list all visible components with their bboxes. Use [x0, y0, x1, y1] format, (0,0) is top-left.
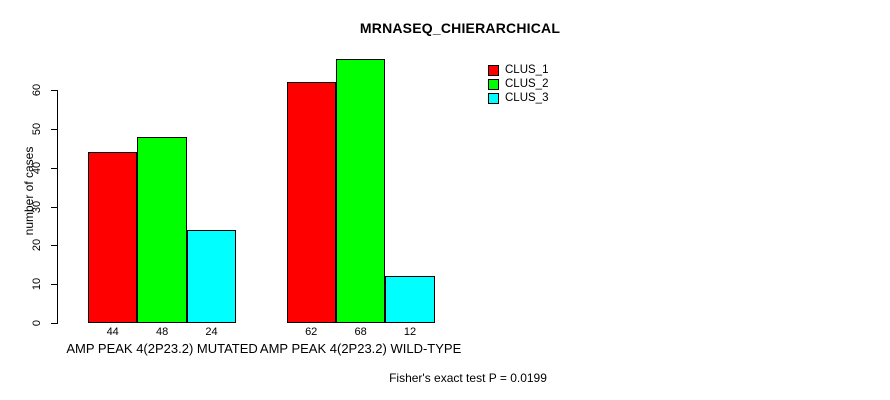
y-axis-tick-label: 0	[31, 319, 43, 327]
y-axis-tick	[51, 323, 57, 324]
y-axis-tick	[51, 245, 57, 247]
y-axis-tick-label: 20	[31, 239, 43, 252]
y-axis-line	[57, 90, 58, 324]
y-axis-tick	[51, 90, 57, 92]
legend-label: CLUS_3	[505, 92, 549, 104]
y-axis-tick-label: 30	[31, 200, 43, 213]
bar-value-label: 44	[106, 326, 119, 338]
y-axis-tick-label: 60	[31, 83, 43, 97]
bar-value-label: 12	[403, 326, 417, 338]
legend-item-clus_1: CLUS_1	[488, 63, 548, 77]
legend-swatch-clus_1	[488, 64, 499, 76]
group-label: AMP PEAK 4(2P23.2) WILD-TYPE	[259, 341, 462, 356]
footnote-fisher-test: Fisher's exact test P = 0.0199	[389, 371, 547, 385]
bar-clus_2-group1	[137, 136, 187, 323]
group-label: AMP PEAK 4(2P23.2) MUTATED	[66, 341, 258, 356]
bar-clus_2-group2	[335, 59, 386, 323]
bar-value-label: 62	[305, 326, 318, 338]
y-axis-tick	[51, 128, 57, 130]
y-axis-tick	[51, 206, 57, 208]
legend-item-clus_2: CLUS_2	[488, 77, 548, 91]
legend-label: CLUS_2	[505, 78, 549, 90]
bar-clus_1-group2	[286, 82, 336, 323]
y-axis-label: number of cases	[22, 146, 36, 236]
bar-clus_3-group2	[385, 276, 435, 323]
legend-swatch-clus_3	[488, 92, 499, 104]
legend-swatch-clus_2	[488, 78, 499, 90]
y-axis-tick	[51, 284, 57, 286]
y-axis-tick-label: 10	[31, 278, 43, 291]
chart-title: MRNASEQ_CHIERARCHICAL	[359, 20, 561, 36]
bar-clus_3-group1	[186, 229, 237, 323]
legend: CLUS_1 CLUS_2 CLUS_3	[488, 63, 548, 105]
bar-value-label: 24	[205, 326, 218, 338]
legend-item-clus_3: CLUS_3	[488, 91, 548, 105]
bar-clus_1-group1	[88, 152, 138, 323]
y-axis-tick-label: 40	[31, 161, 43, 174]
y-axis-tick	[51, 167, 57, 169]
bar-value-label: 68	[354, 326, 367, 338]
legend-label: CLUS_1	[505, 64, 549, 76]
bar-value-label: 48	[155, 326, 169, 338]
y-axis-tick-label: 50	[31, 122, 43, 135]
